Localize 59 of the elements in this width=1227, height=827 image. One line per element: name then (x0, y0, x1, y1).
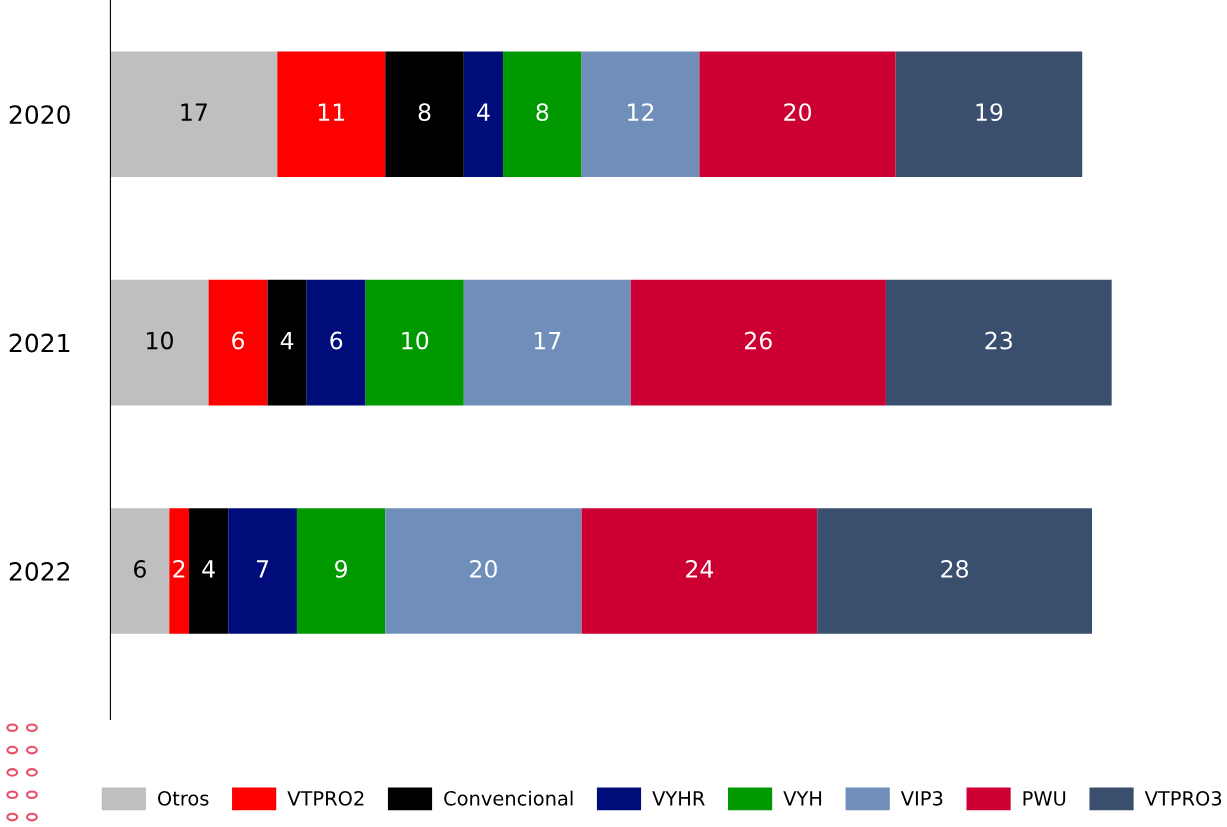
data-label: 19 (976, 103, 1003, 122)
bar (365, 279, 464, 406)
bar (817, 508, 1093, 634)
bar (630, 279, 886, 406)
data-label: 9 (335, 560, 347, 578)
data-label: 26 (744, 331, 772, 350)
data-label: 4 (202, 560, 215, 578)
bar (306, 279, 366, 406)
data-label: 8 (536, 103, 549, 122)
bar (503, 51, 582, 178)
data-label: 2 (173, 560, 185, 578)
bar (385, 508, 582, 634)
legend-label: VYH (783, 791, 822, 806)
bar (188, 508, 229, 634)
bar (110, 508, 170, 634)
legend-label: VIP3 (900, 790, 943, 806)
data-label: 23 (985, 331, 1012, 350)
bar (581, 508, 818, 634)
data-label: 20 (470, 560, 497, 578)
data-label: 17 (534, 331, 561, 350)
bar (463, 51, 504, 178)
data-label: 10 (147, 331, 173, 350)
y-tick-label: 2022 (9, 561, 70, 581)
data-label: 11 (318, 103, 345, 121)
bar (267, 279, 307, 406)
bar (228, 508, 297, 634)
data-label: 4 (477, 103, 490, 121)
legend-label: PWU (1023, 791, 1066, 806)
bar (885, 279, 1112, 406)
data-label: 6 (134, 560, 146, 578)
data-label: 6 (330, 331, 343, 350)
data-label: 7 (257, 560, 269, 578)
bar (463, 279, 631, 406)
bar (385, 51, 464, 178)
y-tick-label: 2021 (9, 333, 70, 353)
bar (110, 279, 209, 406)
legend-label: VTPRO3 (1144, 790, 1222, 806)
bar (277, 51, 386, 178)
bar (699, 51, 896, 178)
data-label: 6 (232, 331, 245, 350)
data-label: 10 (402, 331, 429, 350)
bar (169, 508, 189, 634)
legend-label: VTPRO2 (287, 790, 364, 806)
bar (581, 51, 700, 178)
data-label: 4 (280, 331, 294, 350)
legend-label: VYHR (652, 791, 705, 806)
bar (110, 51, 278, 178)
bar (296, 508, 386, 634)
bar (208, 279, 268, 406)
bar (895, 51, 1083, 178)
data-label: 8 (418, 103, 431, 122)
data-label: 24 (686, 560, 714, 578)
legend-label: Otros (158, 790, 209, 806)
y-tick-label: 2020 (9, 105, 70, 125)
data-label: 17 (181, 103, 207, 121)
legend-label: Convencional (444, 790, 573, 806)
data-label: 12 (628, 103, 654, 121)
data-label: 20 (784, 103, 811, 122)
data-label: 28 (941, 560, 969, 578)
